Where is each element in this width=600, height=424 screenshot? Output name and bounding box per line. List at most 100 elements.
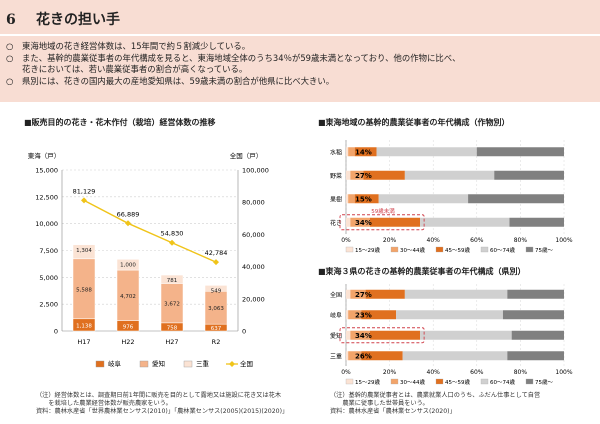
bar-15〜29歳 [346, 194, 349, 204]
bar-data-label: 637 [211, 326, 222, 332]
chart1-combo-chart: 東海（戸） 全国（戸） 0 2,500 5,000 7,500 10,000 12,500 15… [28, 151, 269, 368]
bar-15〜29歳 [346, 289, 351, 299]
under-59-label: 34% [355, 219, 372, 227]
legend-label: 三重 [196, 360, 210, 368]
legend-swatch [183, 360, 193, 368]
y-tick-right: 20,000 [242, 295, 265, 303]
legend-label: 30〜44歳 [400, 246, 425, 254]
bar-45〜59歳 [369, 330, 421, 340]
bar-60〜74歳 [420, 217, 510, 227]
summary-line: ○ 東海地域の花き経営体数は、15年間で約５割減少している。 [6, 41, 251, 51]
legend-label: 全国 [240, 359, 253, 368]
bar-data-label: 1,304 [76, 248, 92, 254]
bar-45〜59歳 [361, 310, 397, 320]
legend-swatch [390, 246, 399, 253]
under-59-label: 27% [355, 291, 372, 299]
x-tick-label: 60% [470, 369, 484, 376]
bar-60〜74歳 [420, 330, 512, 340]
bullet-icon: ○ [6, 52, 14, 63]
legend-label: 45〜59歳 [445, 378, 470, 386]
category-label: 全国 [330, 291, 342, 299]
bar-60〜74歳 [396, 310, 503, 320]
summary-line: ○ また、基幹的農業従事者の年代構成を見ると、東海地域全体のうち34％が59歳未満… [6, 52, 461, 63]
bar-15〜29歳 [346, 310, 349, 320]
category-label: 三重 [330, 352, 342, 360]
chart2-heading: ■東海地域の基幹的農業従事者の年代構成（作物別） [318, 118, 510, 127]
line-series-national [83, 199, 217, 263]
bar-15〜29歳 [346, 330, 351, 340]
bar-三重 [116, 259, 140, 271]
bar-30〜44歳 [348, 147, 355, 157]
legend-label: 岐阜 [108, 359, 122, 368]
under-59-label: 23% [355, 312, 372, 320]
y-tick-left: 12,500 [35, 193, 58, 201]
bar-60〜74歳 [404, 170, 495, 180]
bar-data-label: 5,588 [76, 287, 92, 293]
bar-45〜59歳 [361, 351, 403, 361]
category-label: 花き [330, 219, 342, 227]
bar-data-label: 549 [211, 288, 222, 294]
legend-label: 15〜29歳 [355, 246, 380, 254]
y-tick-left: 2,500 [39, 301, 58, 309]
highlight-box [339, 214, 425, 231]
y-tick-right: 40,000 [242, 263, 265, 271]
y-tick-right: 100,000 [242, 167, 269, 175]
bar-75歳〜 [502, 310, 564, 320]
bar-30〜44歳 [350, 217, 370, 227]
right-axis-title: 全国（戸） [230, 151, 263, 160]
y-tick-left: 15,000 [35, 167, 58, 175]
legend-label: 75歳〜 [535, 246, 553, 254]
bar-三重 [160, 274, 184, 284]
chart1-heading: ■販売目的の花き・花木作付（栽培）経営体数の推移 [24, 118, 216, 127]
legend-swatch [345, 246, 354, 253]
bar-三重 [204, 285, 228, 292]
bar-60〜74歳 [404, 289, 508, 299]
bar-30〜44歳 [348, 310, 362, 320]
legend-label: 60〜74歳 [490, 246, 515, 254]
x-tick-label: 40% [427, 369, 441, 376]
chart2-age-by-crop-chart: 0% 20% 40% 60% 80% 100% 水稲 14% 野菜 27% 果樹 15% 花き 34% 59… [330, 140, 573, 254]
legend-swatch [435, 246, 444, 253]
category-label: 果樹 [330, 195, 342, 203]
bar-30〜44歳 [350, 330, 370, 340]
legend-swatch [525, 378, 534, 385]
chart3-heading: ■東海３県の花きの基幹的農業従事者の年代構成（県別） [318, 267, 526, 276]
section-number: 6 [6, 12, 16, 28]
legend-swatch [390, 378, 399, 385]
y-tick-left: 10,000 [35, 220, 58, 228]
chart3-age-by-prefecture-chart: 0% 20% 40% 60% 80% 100% 全国 27% 岐阜 23% 愛知 34% 三重 26% 15… [330, 284, 573, 386]
x-tick-label: 80% [514, 237, 528, 244]
under-59-label: 15% [355, 196, 372, 204]
legend-swatch [345, 378, 354, 385]
bar-data-label: 781 [167, 278, 178, 284]
bar-data-label: 3,063 [208, 306, 224, 312]
legend-label: 45〜59歳 [445, 246, 470, 254]
bar-75歳〜 [507, 289, 564, 299]
legend-swatch [525, 246, 534, 253]
summary-line: ○ 県別には、花きの国内最大の産地愛知県は、59歳未満の割合が他県に比べ大きい。 [6, 75, 335, 86]
under-59-label: 34% [355, 332, 372, 340]
legend-marker [229, 361, 235, 367]
chart1-note: （注）経営体数とは、調査期日前1年間に販売を目的として露地又は施設に花き又は花木… [36, 392, 289, 415]
x-tick-label: 20% [383, 369, 397, 376]
legend-label: 15〜29歳 [355, 378, 380, 386]
bar-data-label: 4,702 [120, 294, 136, 300]
under-59-callout: 59歳未満 [371, 207, 395, 215]
category-label: 岐阜 [330, 311, 342, 319]
bar-45〜59歳 [369, 217, 421, 227]
x-tick-label: H22 [121, 338, 134, 346]
summary-line-continued: 花きにおいては、若い農業従事者の割合が高くなっている。 [22, 64, 248, 74]
bar-30〜44歳 [348, 194, 355, 204]
under-59-label: 27% [355, 172, 372, 180]
bar-75歳〜 [476, 147, 564, 157]
bar-75歳〜 [507, 351, 564, 361]
y-tick-left: 5,000 [39, 274, 58, 282]
y-tick-left: 7,500 [39, 247, 58, 255]
legend-label: 75歳〜 [535, 378, 553, 386]
x-tick-label: H27 [165, 338, 178, 346]
x-tick-label: 80% [514, 369, 528, 376]
y-tick-right: 60,000 [242, 231, 265, 239]
chart3-note: （注）基幹的農業従事者とは、農業就業人口のうち、ふだん仕事として自営 農業に従事… [330, 392, 541, 415]
legend-swatch [480, 246, 489, 253]
x-tick-label: 0% [341, 369, 351, 376]
